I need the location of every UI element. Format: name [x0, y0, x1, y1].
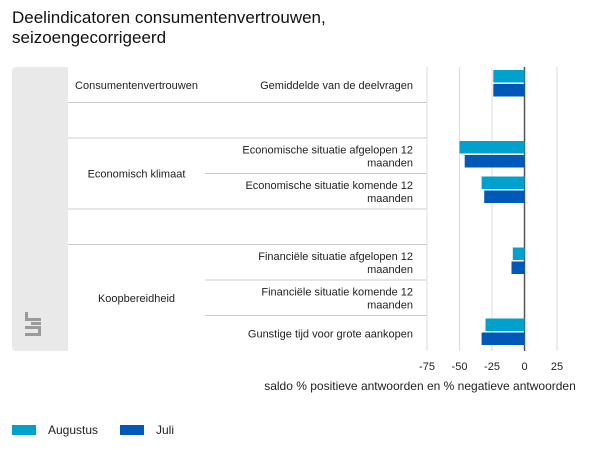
- legend-swatch-juli: [120, 425, 144, 435]
- legend-label-juli: Juli: [156, 423, 175, 437]
- category-label: Financiële situatie afgelopen 12 maanden: [258, 251, 413, 276]
- bar-juli: [464, 155, 525, 168]
- bar-augustus: [485, 318, 525, 331]
- category-label-line: maanden: [367, 299, 413, 311]
- x-axis-label: saldo % positieve antwoorden en % negati…: [264, 379, 576, 393]
- x-axis: -75 -50 -25 0 25: [419, 361, 563, 373]
- x-tick-label: -25: [484, 361, 500, 373]
- legend-item-augustus: Augustus: [12, 423, 98, 437]
- category-label: Gunstige tijd voor grote aankopen: [248, 328, 413, 340]
- category-label: Economische situatie komende 12 maanden: [245, 180, 413, 205]
- legend-swatch-augustus: [12, 425, 36, 435]
- x-tick-label: 0: [521, 361, 527, 373]
- legend-item-juli: Juli: [120, 423, 174, 437]
- category-label: Economische situatie afgelopen 12 maanden: [242, 144, 413, 169]
- category-label-line: Economische situatie komende 12: [245, 180, 413, 192]
- chart-title: Deelindicatoren consumentenvertrouwen, s…: [12, 8, 326, 47]
- category-label: Financiële situatie komende 12 maanden: [261, 286, 413, 311]
- grid-lines: [426, 67, 558, 351]
- category-label-line: Financiële situatie afgelopen 12: [258, 251, 413, 263]
- category-panel: Consumentenvertrouwen Economisch klimaat K…: [12, 67, 428, 351]
- group-label: Economisch klimaat: [88, 169, 186, 181]
- category-label-line: maanden: [367, 157, 413, 169]
- category-label-line: Gemiddelde van de deelvragen: [260, 80, 413, 92]
- x-tick-label: -75: [419, 361, 435, 373]
- x-tick-label: 25: [551, 361, 563, 373]
- group-label: Koopbereidheid: [98, 293, 175, 305]
- bar-juli: [511, 261, 525, 274]
- bar-chart: Consumentenvertrouwen Economisch klimaat K…: [12, 67, 563, 373]
- bar-juli: [484, 190, 525, 203]
- legend-label-augustus: Augustus: [48, 423, 99, 437]
- bar-augustus: [459, 141, 525, 154]
- x-tick-label: -50: [452, 361, 468, 373]
- bar-augustus: [512, 247, 525, 260]
- category-label-line: Economische situatie afgelopen 12: [242, 144, 413, 156]
- cbs-logo-icon: [25, 312, 41, 336]
- bar-augustus: [493, 70, 525, 83]
- group-label: Consumentenvertrouwen: [75, 80, 198, 92]
- bar-juli: [493, 84, 525, 97]
- category-label-line: maanden: [367, 264, 413, 276]
- bar-juli: [481, 332, 525, 345]
- category-label: Gemiddelde van de deelvragen: [260, 80, 413, 92]
- category-label-line: maanden: [367, 193, 413, 205]
- category-label-line: Financiële situatie komende 12: [261, 286, 413, 298]
- bars: [459, 70, 525, 345]
- bar-augustus: [481, 176, 525, 189]
- category-label-line: Gunstige tijd voor grote aankopen: [248, 328, 413, 340]
